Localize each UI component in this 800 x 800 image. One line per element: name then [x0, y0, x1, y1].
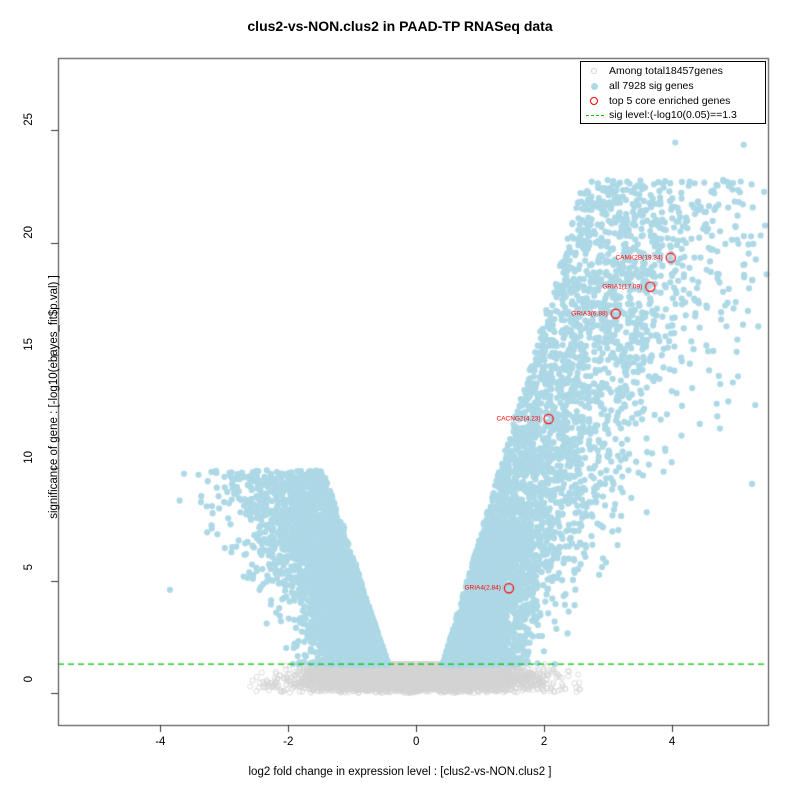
volcano-plot-canvas: [0, 0, 800, 800]
volcano-plot-figure: clus2-vs-NON.clus2 in PAAD-TP RNASeq dat…: [0, 0, 800, 800]
